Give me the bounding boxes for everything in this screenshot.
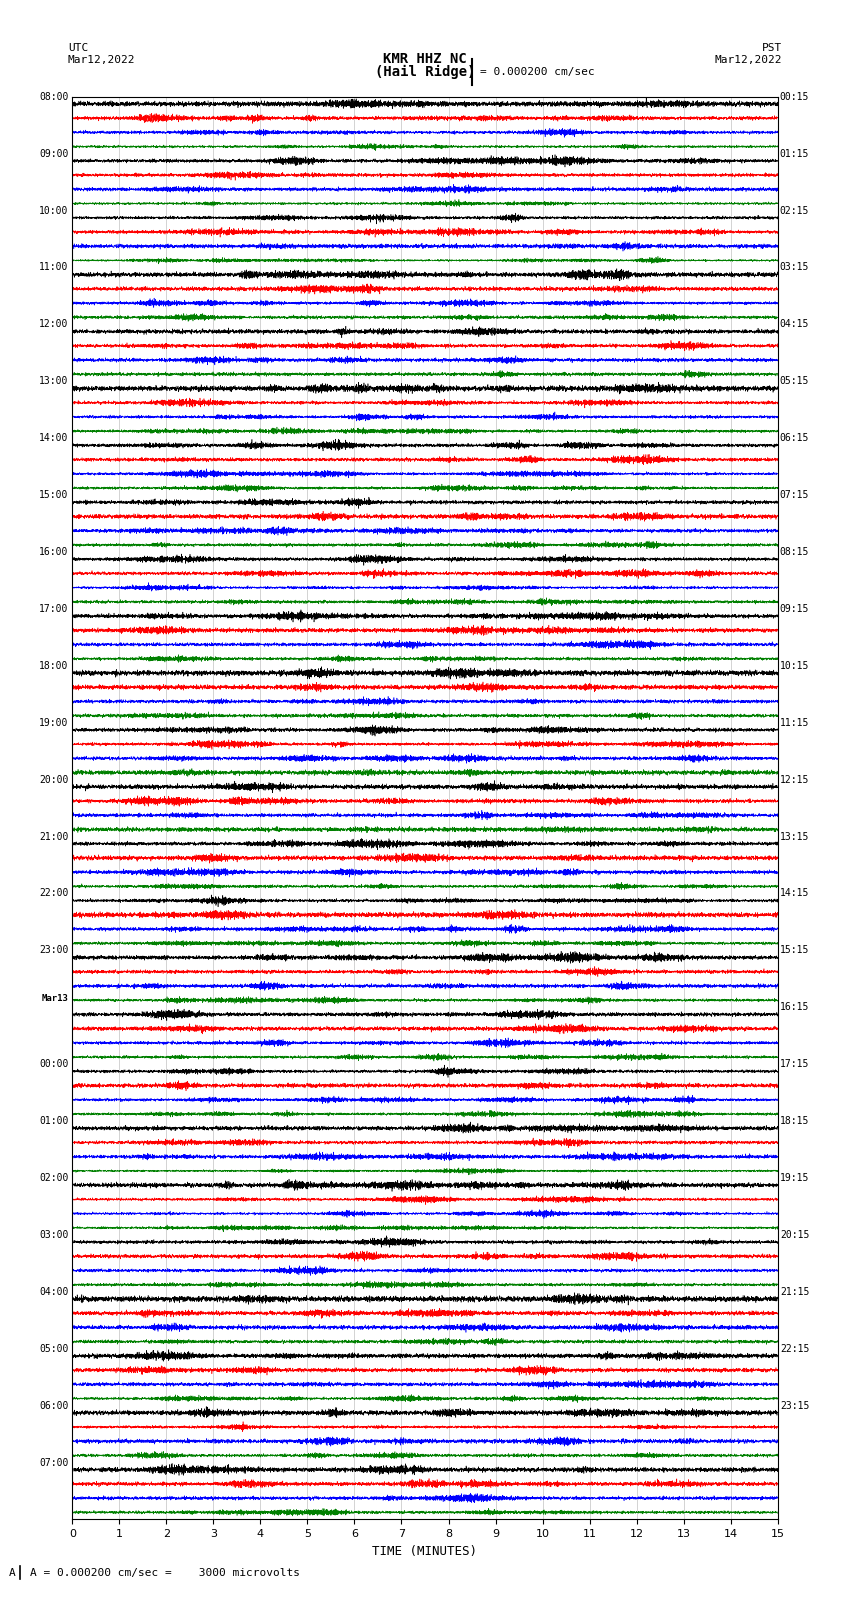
Text: (Hail Ridge): (Hail Ridge) xyxy=(375,65,475,79)
Text: 00:00: 00:00 xyxy=(39,1060,69,1069)
Text: 02:15: 02:15 xyxy=(779,205,809,216)
Text: 15:15: 15:15 xyxy=(779,945,809,955)
Text: A: A xyxy=(8,1568,15,1578)
Text: 02:00: 02:00 xyxy=(39,1173,69,1182)
Text: 03:00: 03:00 xyxy=(39,1231,69,1240)
Text: 09:00: 09:00 xyxy=(39,148,69,158)
Text: 01:15: 01:15 xyxy=(779,148,809,158)
Text: 07:15: 07:15 xyxy=(779,490,809,500)
Text: 23:00: 23:00 xyxy=(39,945,69,955)
Text: 09:15: 09:15 xyxy=(779,603,809,615)
Text: 16:15: 16:15 xyxy=(779,1002,809,1013)
Text: 18:15: 18:15 xyxy=(779,1116,809,1126)
Text: 14:00: 14:00 xyxy=(39,434,69,444)
Text: 15:00: 15:00 xyxy=(39,490,69,500)
X-axis label: TIME (MINUTES): TIME (MINUTES) xyxy=(372,1545,478,1558)
Text: 21:15: 21:15 xyxy=(779,1287,809,1297)
Text: PST: PST xyxy=(762,44,782,53)
Text: 06:00: 06:00 xyxy=(39,1400,69,1411)
Text: 14:15: 14:15 xyxy=(779,889,809,898)
Text: 20:15: 20:15 xyxy=(779,1231,809,1240)
Text: UTC: UTC xyxy=(68,44,88,53)
Text: 18:00: 18:00 xyxy=(39,661,69,671)
Text: KMR HHZ NC: KMR HHZ NC xyxy=(383,52,467,66)
Text: 11:00: 11:00 xyxy=(39,263,69,273)
Text: 11:15: 11:15 xyxy=(779,718,809,727)
Text: 12:00: 12:00 xyxy=(39,319,69,329)
Text: 00:15: 00:15 xyxy=(779,92,809,102)
Text: 19:15: 19:15 xyxy=(779,1173,809,1182)
Text: Mar13: Mar13 xyxy=(42,994,69,1003)
Text: 01:00: 01:00 xyxy=(39,1116,69,1126)
Text: 08:15: 08:15 xyxy=(779,547,809,556)
Text: 05:00: 05:00 xyxy=(39,1344,69,1353)
Text: 21:00: 21:00 xyxy=(39,832,69,842)
Text: 13:00: 13:00 xyxy=(39,376,69,386)
Text: 03:15: 03:15 xyxy=(779,263,809,273)
Text: 17:00: 17:00 xyxy=(39,603,69,615)
Text: 13:15: 13:15 xyxy=(779,832,809,842)
Text: 10:15: 10:15 xyxy=(779,661,809,671)
Text: 23:15: 23:15 xyxy=(779,1400,809,1411)
Text: 22:00: 22:00 xyxy=(39,889,69,898)
Text: 06:15: 06:15 xyxy=(779,434,809,444)
Text: Mar12,2022: Mar12,2022 xyxy=(68,55,135,65)
Text: 22:15: 22:15 xyxy=(779,1344,809,1353)
Text: 04:15: 04:15 xyxy=(779,319,809,329)
Text: 04:00: 04:00 xyxy=(39,1287,69,1297)
Text: Mar12,2022: Mar12,2022 xyxy=(715,55,782,65)
Text: 17:15: 17:15 xyxy=(779,1060,809,1069)
Text: 16:00: 16:00 xyxy=(39,547,69,556)
Text: 05:15: 05:15 xyxy=(779,376,809,386)
Text: 12:15: 12:15 xyxy=(779,774,809,784)
Text: A = 0.000200 cm/sec =    3000 microvolts: A = 0.000200 cm/sec = 3000 microvolts xyxy=(30,1568,300,1578)
Text: 10:00: 10:00 xyxy=(39,205,69,216)
Text: = 0.000200 cm/sec: = 0.000200 cm/sec xyxy=(480,66,595,77)
Text: 08:00: 08:00 xyxy=(39,92,69,102)
Text: 07:00: 07:00 xyxy=(39,1458,69,1468)
Text: 20:00: 20:00 xyxy=(39,774,69,784)
Text: 19:00: 19:00 xyxy=(39,718,69,727)
